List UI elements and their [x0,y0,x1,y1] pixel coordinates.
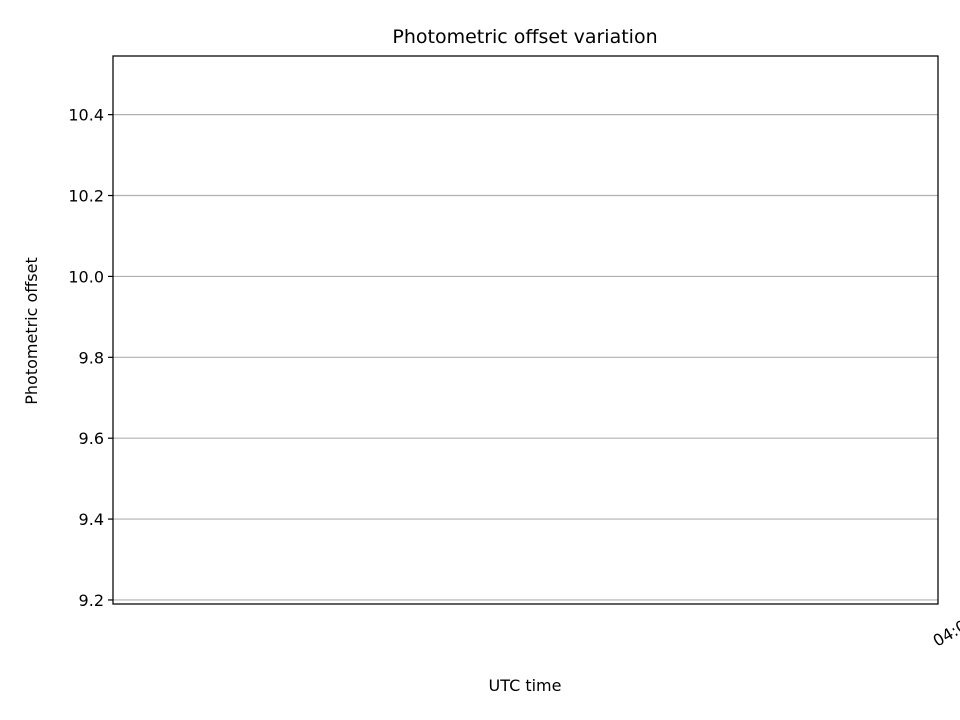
y-axis-label: Photometric offset [22,257,41,405]
y-tick-label: 10.2 [68,187,104,206]
y-tick-label: 10.0 [68,267,104,286]
y-tick-label: 9.6 [79,429,104,448]
y-tick-label: 9.4 [79,510,104,529]
chart-title: Photometric offset variation [392,26,657,48]
y-tick-label: 9.8 [79,348,104,367]
y-tick-label: 10.4 [68,106,104,125]
y-tick-label: 9.2 [79,591,104,610]
grid [113,114,938,601]
axes-frame [112,55,939,605]
x-axis-label: UTC time [489,676,562,695]
y-axis-ticks: 9.2 9.4 9.6 9.8 10.0 10.2 10.4 [68,106,113,610]
